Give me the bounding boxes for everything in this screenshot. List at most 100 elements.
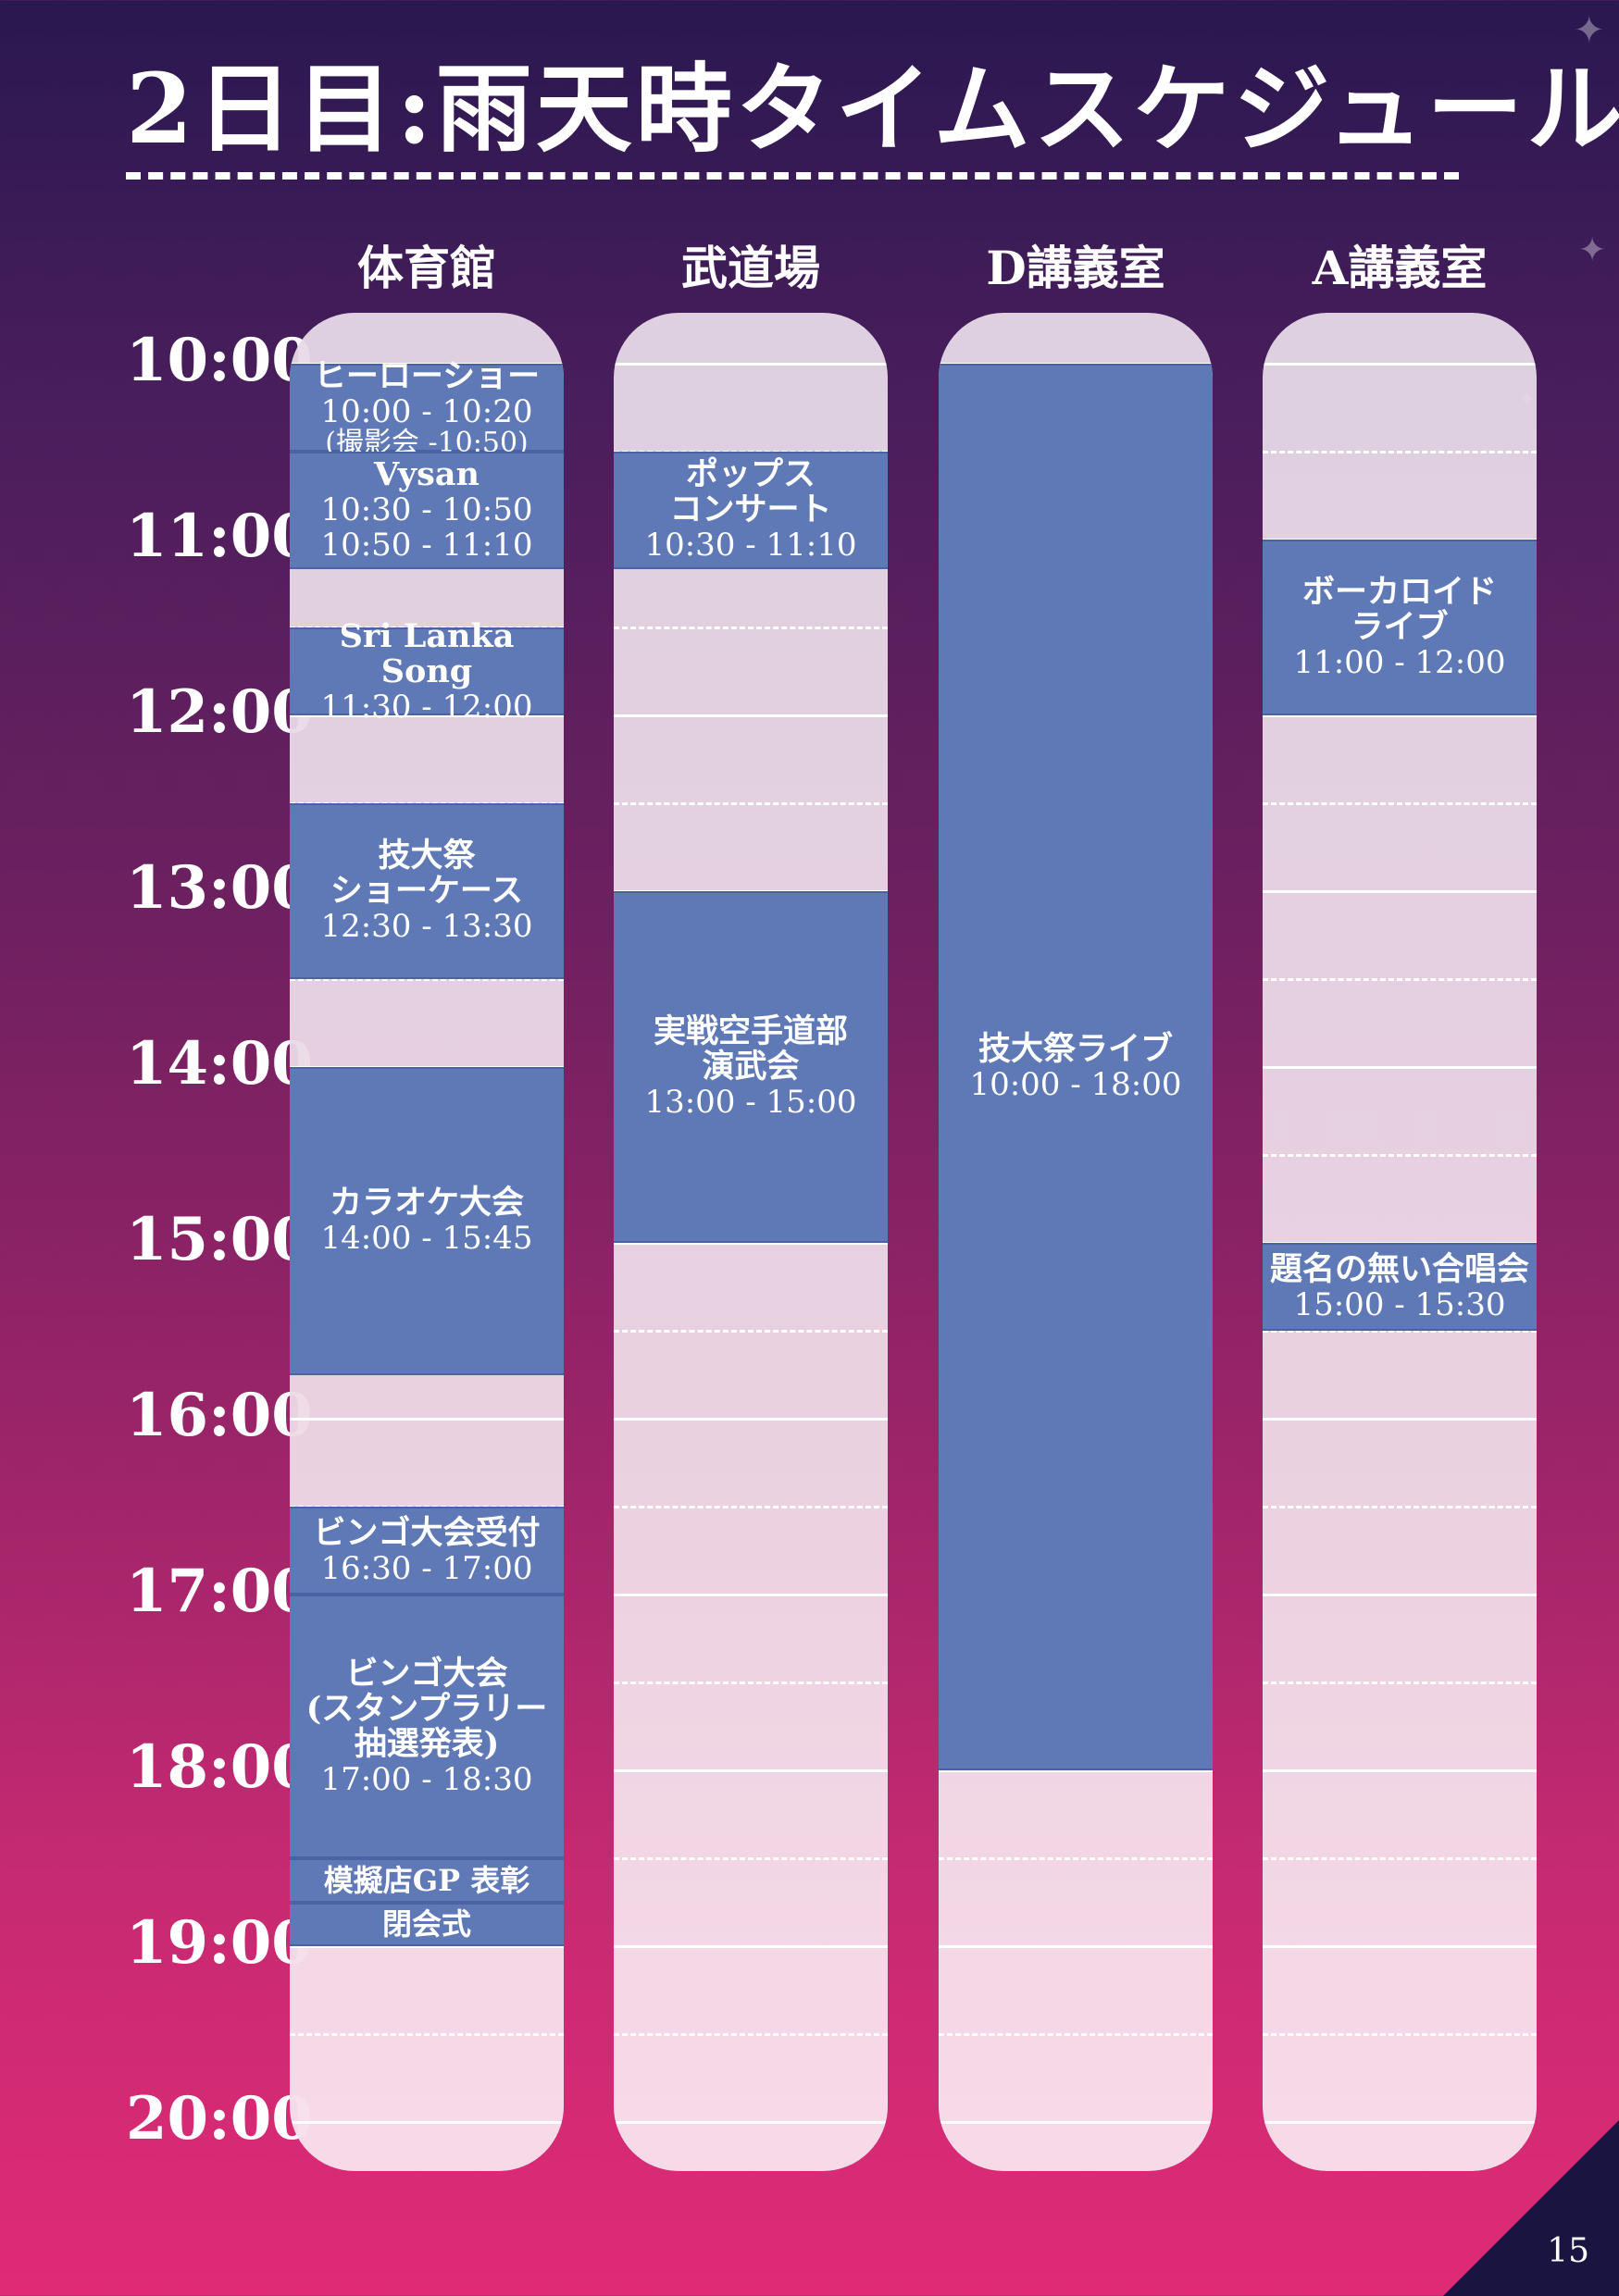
event-name: Sri Lanka Song bbox=[339, 616, 515, 690]
venue-header: A講義室 bbox=[1312, 241, 1488, 295]
event-name: ビンゴ大会 bbox=[345, 1654, 508, 1693]
event-time: 13:00 - 15:00 bbox=[644, 1084, 857, 1121]
hour-line bbox=[1263, 1066, 1537, 1069]
hour-line bbox=[290, 2121, 564, 2124]
event-time: 10:00 - 10:20 bbox=[320, 392, 533, 430]
half-hour-line bbox=[1263, 1330, 1537, 1333]
hour-line bbox=[614, 1242, 888, 1245]
hour-line bbox=[614, 1945, 888, 1948]
event-time: 12:30 - 13:30 bbox=[320, 908, 533, 945]
venue-header: 武道場 bbox=[681, 241, 820, 295]
event-name: ポップス bbox=[685, 455, 816, 494]
event-time: 14:00 - 15:45 bbox=[320, 1220, 533, 1258]
hour-line bbox=[1263, 1945, 1537, 1948]
hour-line bbox=[290, 714, 564, 717]
event-block: 題名の無い合唱会 15:00 - 15:30 bbox=[1263, 1243, 1537, 1331]
event-block: ボーカロイド ライブ 11:00 - 12:00 bbox=[1263, 540, 1537, 715]
venue-header: 体育館 bbox=[357, 241, 496, 295]
time-label: 14:00 bbox=[126, 1029, 313, 1098]
event-name: 演武会 bbox=[702, 1048, 800, 1086]
time-label: 12:00 bbox=[126, 677, 313, 747]
venue-column: ポップス コンサート 10:30 - 11:10 実戦空手道部 演武会 13:00 - 1… bbox=[614, 313, 888, 2171]
hour-line bbox=[290, 1418, 564, 1421]
hour-line bbox=[290, 1945, 564, 1948]
event-block: 技大祭 ショーケース 12:30 - 13:30 bbox=[290, 803, 564, 979]
event-name: ショーケース bbox=[330, 872, 524, 910]
event-block: カラオケ大会 14:00 - 15:45 bbox=[290, 1067, 564, 1375]
half-hour-line bbox=[614, 2033, 888, 2036]
event-time: 15:00 - 15:30 bbox=[1293, 1285, 1506, 1323]
half-hour-line bbox=[614, 627, 888, 629]
hour-line bbox=[1263, 1418, 1537, 1421]
hour-line bbox=[1263, 363, 1537, 366]
time-label: 13:00 bbox=[126, 853, 313, 923]
event-block: ビンゴ大会受付 16:30 - 17:00 bbox=[290, 1507, 564, 1595]
hour-line bbox=[614, 714, 888, 717]
event-time: 11:00 - 12:00 bbox=[1293, 644, 1506, 681]
event-block: Sri Lanka Song 11:30 - 12:00 bbox=[290, 618, 564, 725]
event-name: ヒーローショー bbox=[313, 356, 541, 395]
hour-line bbox=[939, 1769, 1213, 1772]
page-title: 2日目:雨天時タイムスケジュール bbox=[126, 52, 1619, 166]
time-label: 19:00 bbox=[126, 1908, 313, 1978]
event-name: 抽選発表) bbox=[354, 1724, 500, 1763]
event-time: 17:00 - 18:30 bbox=[320, 1760, 533, 1798]
event-time: 11:30 - 12:00 bbox=[320, 688, 533, 726]
hour-line bbox=[1263, 2121, 1537, 2124]
half-hour-line bbox=[1263, 1506, 1537, 1508]
hour-line bbox=[614, 1594, 888, 1596]
half-hour-line bbox=[939, 1857, 1213, 1860]
half-hour-line bbox=[939, 2033, 1213, 2036]
hour-line bbox=[1263, 1594, 1537, 1596]
event-block: ビンゴ大会 (スタンプラリー 抽選発表) 17:00 - 18:30 bbox=[290, 1595, 564, 1858]
event-time: 16:30 - 17:00 bbox=[320, 1549, 533, 1587]
event-name: コンサート bbox=[669, 490, 832, 529]
half-hour-line bbox=[1263, 1154, 1537, 1157]
hour-line bbox=[614, 1418, 888, 1421]
time-label: 16:00 bbox=[126, 1381, 313, 1450]
event-name: ライブ bbox=[1351, 608, 1449, 646]
event-name: ビンゴ大会受付 bbox=[313, 1513, 541, 1552]
event-block: ポップス コンサート 10:30 - 11:10 bbox=[614, 452, 888, 569]
venue-column: 技大祭ライブ 10:00 - 18:00 bbox=[939, 313, 1213, 2171]
half-hour-line bbox=[290, 978, 564, 981]
event-name: 実戦空手道部 bbox=[653, 1012, 848, 1050]
half-hour-line bbox=[1263, 2033, 1537, 2036]
hour-line bbox=[614, 1769, 888, 1772]
hour-line bbox=[939, 1945, 1213, 1948]
time-label: 20:00 bbox=[126, 2084, 313, 2153]
title-underline bbox=[126, 172, 1459, 180]
time-label: 10:00 bbox=[126, 326, 313, 395]
half-hour-line bbox=[290, 2033, 564, 2036]
time-label: 17:00 bbox=[126, 1557, 313, 1626]
hour-line bbox=[614, 2121, 888, 2124]
half-hour-line bbox=[614, 1330, 888, 1333]
half-hour-line bbox=[1263, 978, 1537, 981]
event-name: 閉会式 bbox=[381, 1906, 471, 1942]
venue-column: ボーカロイド ライブ 11:00 - 12:00 題名の無い合唱会 15:00 - 15… bbox=[1263, 313, 1537, 2171]
hour-line bbox=[1263, 890, 1537, 893]
time-label: 11:00 bbox=[126, 502, 313, 571]
half-hour-line bbox=[1263, 451, 1537, 453]
half-hour-line bbox=[1263, 1857, 1537, 1860]
event-name: (スタンプラリー bbox=[305, 1689, 548, 1728]
event-block: ヒーローショー 10:00 - 10:20 (撮影会 -10:50) bbox=[290, 358, 564, 456]
event-time: 10:30 - 11:10 bbox=[644, 527, 857, 565]
event-block: 模擬店GP 表彰 bbox=[290, 1858, 564, 1903]
half-hour-line bbox=[614, 1506, 888, 1508]
time-label: 15:00 bbox=[126, 1205, 313, 1274]
half-hour-line bbox=[614, 1682, 888, 1684]
event-name: 技大祭ライブ bbox=[978, 1030, 1173, 1068]
event-name: ボーカロイド bbox=[1301, 573, 1497, 611]
hour-line bbox=[939, 2121, 1213, 2124]
event-name: カラオケ大会 bbox=[329, 1184, 524, 1222]
time-label: 18:00 bbox=[126, 1732, 313, 1802]
event-time: 10:00 - 18:00 bbox=[969, 1066, 1182, 1103]
hour-line bbox=[614, 363, 888, 366]
event-time: 10:30 - 10:50 bbox=[320, 491, 533, 529]
event-name: Vysan bbox=[374, 455, 479, 494]
half-hour-line bbox=[614, 802, 888, 805]
event-name: 題名の無い合唱会 bbox=[1269, 1249, 1529, 1288]
sparkle-icon: ✦ bbox=[1574, 9, 1605, 52]
page-number: 15 bbox=[1547, 2232, 1589, 2270]
